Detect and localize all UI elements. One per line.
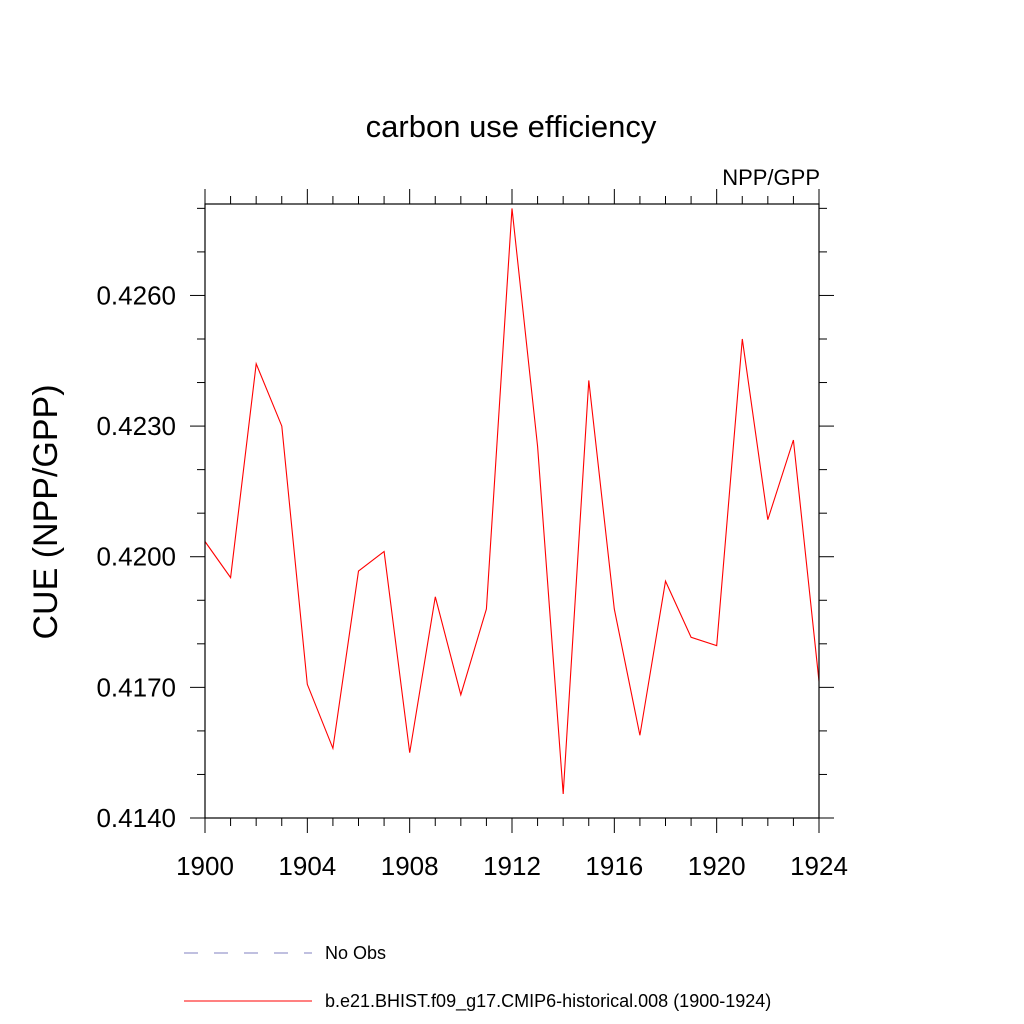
legend-label-model-run: b.e21.BHIST.f09_g17.CMIP6-historical.008… — [325, 991, 771, 1012]
y-tick-label: 0.4170 — [96, 672, 176, 702]
y-axis-label: CUE (NPP/GPP) — [27, 384, 65, 639]
x-tick-label: 1924 — [790, 851, 848, 881]
y-tick-label: 0.4200 — [96, 542, 176, 572]
tick-labels: 1900 1904 1908 1912 1916 1920 1924 0.4140 0.4170… — [96, 280, 847, 881]
x-tick-label: 1900 — [176, 851, 234, 881]
plot-frame — [204, 203, 820, 819]
x-tick-label: 1916 — [585, 851, 643, 881]
axis-ticks — [190, 189, 834, 833]
chart-title: carbon use efficiency — [366, 109, 657, 144]
series-line-0 — [204, 208, 820, 795]
x-tick-label: 1920 — [688, 851, 746, 881]
y-tick-label: 0.4140 — [96, 803, 176, 833]
x-tick-label: 1912 — [483, 851, 541, 881]
chart-subtitle: NPP/GPP — [722, 165, 820, 190]
x-tick-label: 1908 — [381, 851, 439, 881]
y-tick-label: 0.4230 — [96, 411, 176, 441]
legend-label-no-obs: No Obs — [325, 943, 386, 963]
legend: No Obs b.e21.BHIST.f09_g17.CMIP6-histori… — [184, 943, 771, 1012]
y-tick-label: 0.4260 — [96, 280, 176, 310]
series-layer — [204, 208, 820, 795]
x-tick-label: 1904 — [278, 851, 336, 881]
